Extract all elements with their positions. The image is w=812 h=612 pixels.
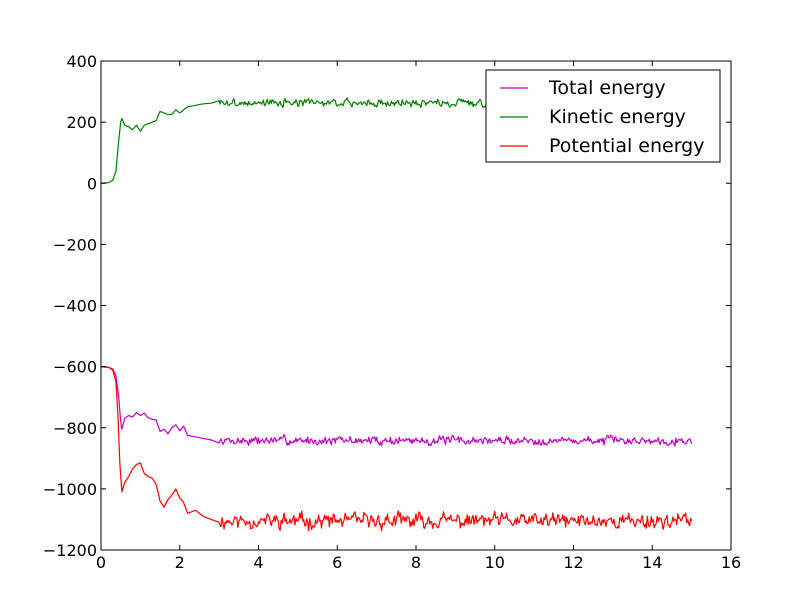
y-tick-label: −1200 — [43, 541, 97, 560]
x-tick-label: 12 — [563, 553, 583, 572]
legend: Total energy Kinetic energy Potential en… — [485, 69, 721, 163]
x-tick-label: 2 — [175, 553, 185, 572]
y-tick-label: 400 — [66, 52, 97, 71]
x-tick-label: 16 — [721, 553, 741, 572]
x-tick-label: 4 — [253, 553, 263, 572]
y-tick-label: −400 — [53, 297, 97, 316]
x-tick-label: 0 — [96, 553, 106, 572]
x-tick-label: 6 — [332, 553, 342, 572]
x-tick-label: 8 — [411, 553, 421, 572]
series-layer — [101, 97, 693, 532]
legend-label-kinetic: Kinetic energy — [549, 106, 686, 128]
series-line-kinetic-energy — [101, 97, 488, 184]
y-tick-label: −200 — [53, 235, 97, 254]
ticks-layer: 0 2 4 6 8 10 12 14 16 −1200 −1000 −800 −600 −400 −200 0… — [43, 52, 741, 572]
x-tick-label: 10 — [485, 553, 505, 572]
y-tick-label: 200 — [66, 113, 97, 132]
y-tick-label: −800 — [53, 419, 97, 438]
series-line-potential-energy — [101, 366, 693, 532]
y-tick-label: −600 — [53, 358, 97, 377]
y-tick-label: 0 — [87, 174, 97, 193]
legend-box — [485, 69, 721, 163]
series-line-total-energy — [101, 366, 693, 447]
x-tick-label: 14 — [642, 553, 662, 572]
legend-label-potential: Potential energy — [549, 135, 704, 157]
y-tick-label: −1000 — [43, 480, 97, 499]
legend-label-total: Total energy — [548, 77, 666, 99]
